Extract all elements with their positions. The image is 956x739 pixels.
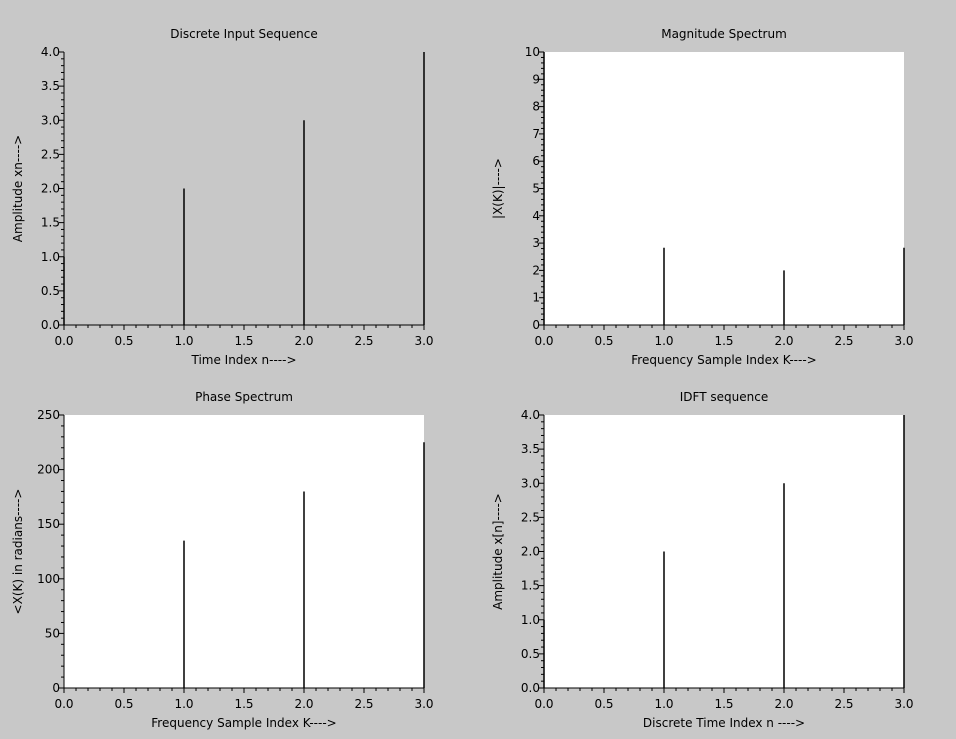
y-tick-label: 2.5	[41, 147, 60, 161]
y-tick-label: 0	[52, 681, 60, 695]
y-tick-label: 0.0	[41, 318, 60, 332]
y-tick-label: 2.0	[41, 182, 60, 196]
x-tick-label: 1.5	[234, 697, 253, 711]
chart-title: Phase Spectrum	[195, 390, 293, 404]
x-tick-label: 0.0	[54, 697, 73, 711]
y-tick-label: 1.5	[41, 216, 60, 230]
x-tick-label: 1.0	[174, 334, 193, 348]
y-tick-label: 100	[37, 572, 60, 586]
x-tick-label: 2.0	[294, 697, 313, 711]
y-tick-label: 3.0	[41, 113, 60, 127]
x-tick-label: 0.5	[114, 697, 133, 711]
x-tick-label: 2.0	[774, 334, 793, 348]
y-tick-label: 3.5	[521, 442, 540, 456]
y-axis-label: Amplitude x[n]---->	[491, 493, 505, 610]
y-tick-label: 3.5	[41, 79, 60, 93]
chart-title: Magnitude Spectrum	[661, 27, 787, 41]
plot-area	[64, 52, 424, 325]
y-tick-label: 3.0	[521, 476, 540, 490]
chart-title: Discrete Input Sequence	[170, 27, 317, 41]
y-tick-label: 0	[532, 318, 540, 332]
x-tick-label: 0.0	[534, 697, 553, 711]
x-tick-label: 0.0	[54, 334, 73, 348]
x-tick-label: 2.0	[294, 334, 313, 348]
x-tick-label: 1.0	[654, 334, 673, 348]
y-tick-label: 0.5	[41, 284, 60, 298]
x-tick-label: 1.0	[654, 697, 673, 711]
y-axis-label: |X(K)|---->	[491, 158, 505, 219]
y-tick-label: 4.0	[41, 45, 60, 59]
y-tick-label: 2	[532, 263, 540, 277]
y-tick-label: 0.0	[521, 681, 540, 695]
subplot-idft-sequence: IDFT sequence 0.0 0.5 1.0 1.5 2.0 2.5 3.0 0.0 0.5…	[491, 390, 914, 730]
subplot-phase-spectrum: Phase Spectrum 0.0 0.5 1.0 1.5 2.0 2.5 3.0 0 50 10…	[11, 390, 434, 730]
x-tick-label: 2.0	[774, 697, 793, 711]
x-axis-label: Discrete Time Index n ---->	[643, 716, 805, 730]
plot-area	[544, 52, 904, 325]
plot-area	[544, 415, 904, 688]
x-tick-label: 1.5	[234, 334, 253, 348]
y-tick-label: 10	[525, 45, 540, 59]
x-tick-label: 2.5	[834, 697, 853, 711]
plot-area	[64, 415, 424, 688]
y-tick-label: 200	[37, 463, 60, 477]
subplot-discrete-input: Discrete Input Sequence 0.0 0.5 1.0 1.5 2.0 2.…	[11, 27, 434, 367]
x-tick-label: 0.5	[594, 697, 613, 711]
x-tick-label: 2.5	[834, 334, 853, 348]
x-tick-label: 0.0	[534, 334, 553, 348]
y-tick-label: 7	[532, 127, 540, 141]
x-tick-label: 2.5	[354, 334, 373, 348]
y-tick-label: 3	[532, 236, 540, 250]
y-tick-label: 1.5	[521, 579, 540, 593]
x-axis-label: Frequency Sample Index K---->	[151, 716, 336, 730]
y-tick-label: 1	[532, 291, 540, 305]
x-tick-label: 0.5	[114, 334, 133, 348]
subplot-magnitude-spectrum: Magnitude Spectrum 0.0 0.5 1.0 1.5 2.0 2.5 3.0 0…	[491, 27, 914, 367]
x-tick-label: 3.0	[894, 697, 913, 711]
y-tick-label: 1.0	[41, 250, 60, 264]
y-tick-label: 4.0	[521, 408, 540, 422]
x-tick-label: 1.0	[174, 697, 193, 711]
y-tick-label: 50	[45, 626, 60, 640]
y-tick-label: 2.0	[521, 545, 540, 559]
y-tick-label: 5	[532, 182, 540, 196]
y-axis-label: <X(K) in radians---->	[11, 489, 25, 615]
y-axis-label: Amplitude xn---->	[11, 135, 25, 242]
y-tick-label: 250	[37, 408, 60, 422]
chart-title: IDFT sequence	[680, 390, 768, 404]
x-tick-label: 1.5	[714, 334, 733, 348]
y-tick-label: 8	[532, 100, 540, 114]
x-tick-label: 3.0	[414, 334, 433, 348]
y-tick-label: 9	[532, 72, 540, 86]
y-tick-label: 4	[532, 209, 540, 223]
y-tick-label: 0.5	[521, 647, 540, 661]
x-axis-label: Frequency Sample Index K---->	[631, 353, 816, 367]
x-tick-label: 0.5	[594, 334, 613, 348]
y-tick-label: 2.5	[521, 510, 540, 524]
y-tick-label: 1.0	[521, 613, 540, 627]
y-tick-label: 6	[532, 154, 540, 168]
x-tick-label: 1.5	[714, 697, 733, 711]
x-tick-label: 2.5	[354, 697, 373, 711]
x-axis-label: Time Index n---->	[190, 353, 296, 367]
y-tick-label: 150	[37, 517, 60, 531]
x-tick-label: 3.0	[414, 697, 433, 711]
x-tick-label: 3.0	[894, 334, 913, 348]
